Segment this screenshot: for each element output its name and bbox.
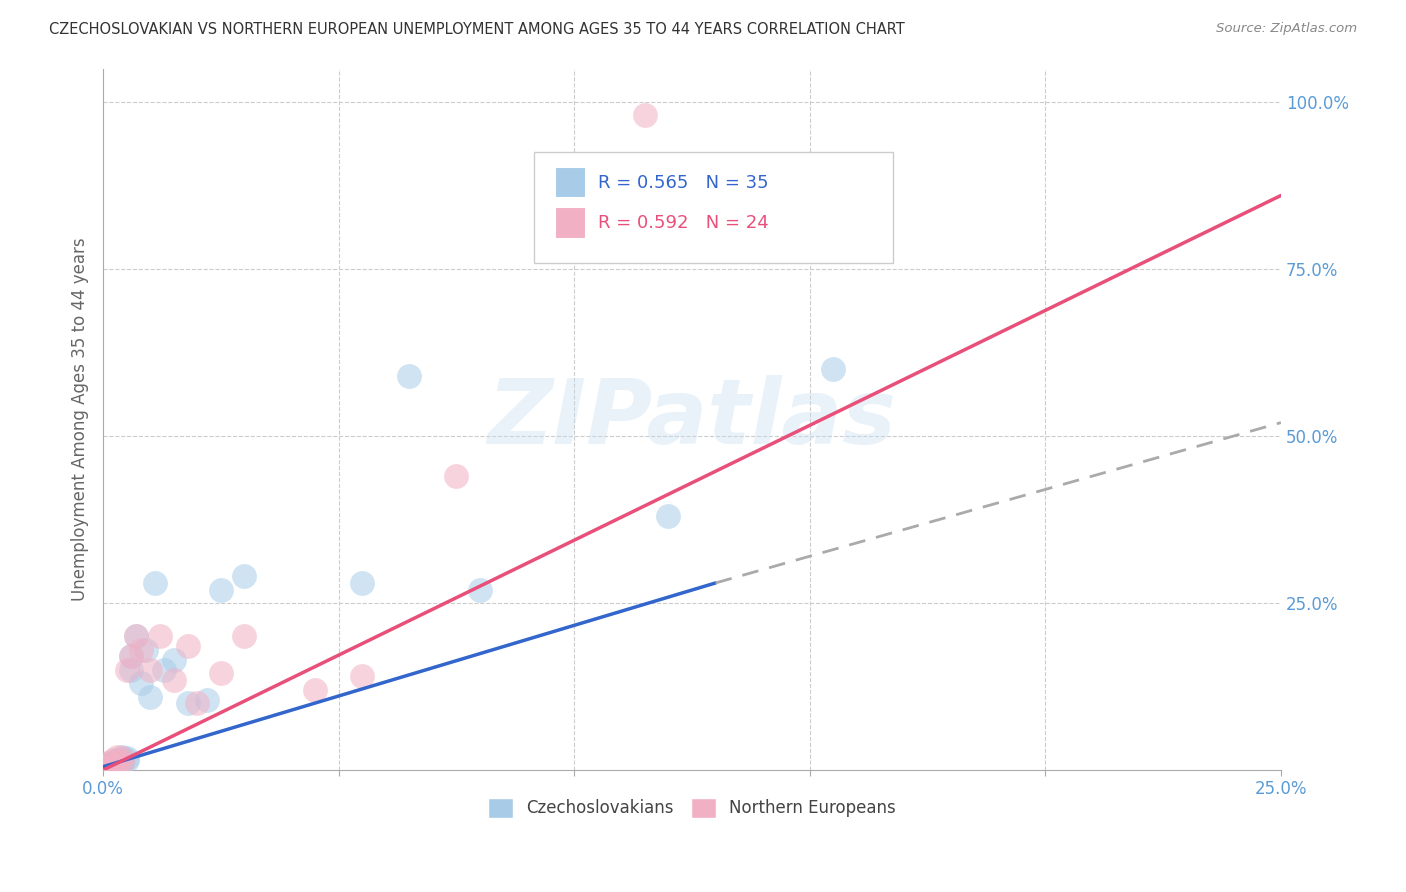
- Point: [101, 759, 124, 773]
- Point: [163, 673, 186, 687]
- Point: [304, 682, 326, 697]
- Point: [120, 649, 142, 664]
- Point: [125, 629, 148, 643]
- Point: [105, 757, 128, 772]
- Point: [163, 653, 186, 667]
- Point: [101, 757, 124, 772]
- Point: [823, 362, 845, 376]
- Point: [97, 756, 120, 771]
- Point: [101, 753, 124, 767]
- Point: [105, 756, 128, 771]
- Point: [97, 759, 120, 773]
- Point: [149, 629, 172, 643]
- Point: [94, 759, 117, 773]
- Point: [352, 576, 374, 591]
- Point: [105, 756, 128, 771]
- Point: [135, 642, 157, 657]
- Point: [94, 759, 117, 773]
- Point: [101, 757, 124, 772]
- Point: [115, 753, 138, 767]
- Point: [111, 753, 134, 767]
- Legend: Czechoslovakians, Northern Europeans: Czechoslovakians, Northern Europeans: [482, 791, 903, 825]
- Point: [129, 676, 152, 690]
- Text: Source: ZipAtlas.com: Source: ZipAtlas.com: [1216, 22, 1357, 36]
- Point: [120, 663, 142, 677]
- Point: [139, 690, 162, 704]
- Point: [209, 582, 232, 597]
- Text: CZECHOSLOVAKIAN VS NORTHERN EUROPEAN UNEMPLOYMENT AMONG AGES 35 TO 44 YEARS CORR: CZECHOSLOVAKIAN VS NORTHERN EUROPEAN UNE…: [49, 22, 905, 37]
- Point: [129, 642, 152, 657]
- Point: [634, 108, 657, 122]
- Point: [125, 629, 148, 643]
- Point: [111, 749, 134, 764]
- Y-axis label: Unemployment Among Ages 35 to 44 years: Unemployment Among Ages 35 to 44 years: [72, 237, 89, 601]
- Text: R = 0.565   N = 35: R = 0.565 N = 35: [598, 174, 768, 192]
- Point: [139, 663, 162, 677]
- Point: [120, 649, 142, 664]
- Point: [97, 757, 120, 772]
- Point: [101, 755, 124, 769]
- Point: [209, 666, 232, 681]
- Point: [446, 469, 468, 483]
- Point: [105, 759, 128, 773]
- Text: R = 0.592   N = 24: R = 0.592 N = 24: [598, 214, 768, 232]
- Text: ZIPatlas: ZIPatlas: [488, 376, 897, 463]
- Point: [111, 755, 134, 769]
- Point: [105, 749, 128, 764]
- Point: [105, 753, 128, 767]
- Point: [657, 509, 679, 524]
- Point: [468, 582, 491, 597]
- Point: [398, 368, 420, 383]
- Point: [115, 663, 138, 677]
- Point: [233, 569, 256, 583]
- Point: [97, 759, 120, 773]
- Point: [111, 751, 134, 765]
- Point: [111, 756, 134, 771]
- Point: [98, 756, 121, 771]
- Point: [186, 696, 208, 710]
- Point: [101, 756, 124, 771]
- Point: [177, 640, 200, 654]
- Point: [143, 576, 166, 591]
- Point: [233, 629, 256, 643]
- Point: [115, 751, 138, 765]
- Point: [177, 696, 200, 710]
- Point: [195, 693, 218, 707]
- Point: [352, 669, 374, 683]
- Point: [153, 663, 176, 677]
